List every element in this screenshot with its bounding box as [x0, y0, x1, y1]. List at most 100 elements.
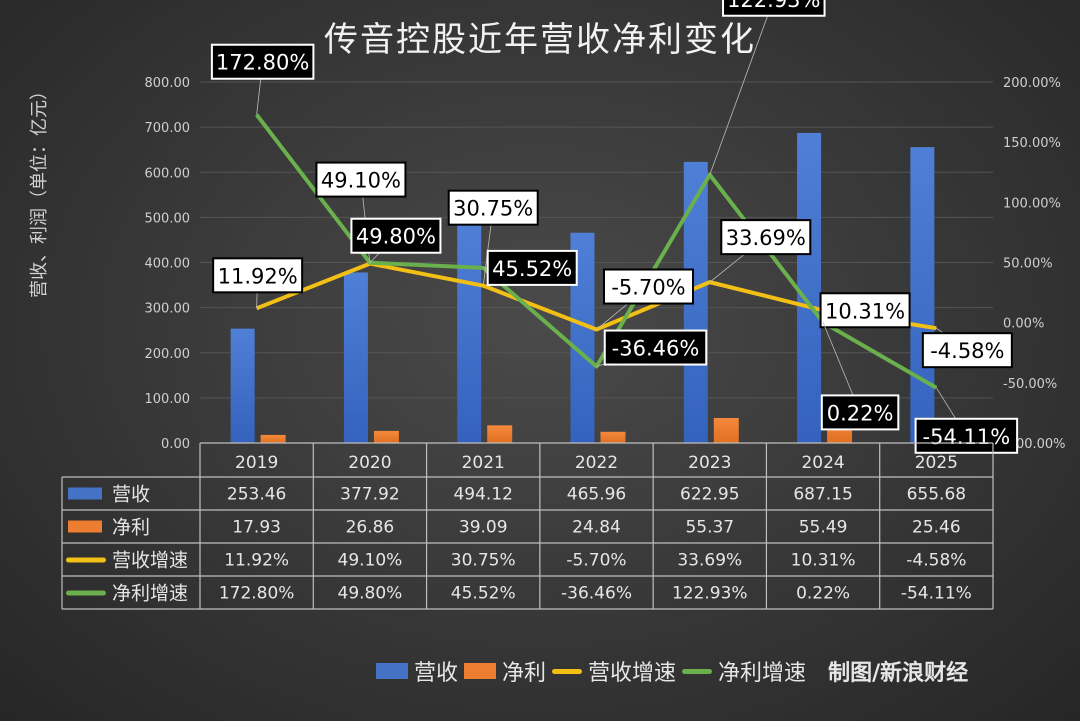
table-row-label: 营收	[112, 484, 150, 506]
data-label-profit-growth: -54.11%	[923, 425, 1011, 449]
legend-label-revenue: 营收	[414, 661, 459, 686]
y-tick-label: 800.00	[145, 76, 191, 91]
table-cell: 122.93%	[672, 584, 748, 604]
y2-tick-label: 200.00%	[1003, 76, 1061, 91]
data-label-revenue-growth: 49.10%	[321, 169, 401, 193]
data-label-revenue-growth: 30.75%	[453, 197, 533, 221]
credit: 制图/新浪财经	[828, 661, 969, 686]
table-cell: 172.80%	[219, 584, 295, 604]
table-cell: 622.95	[680, 485, 739, 505]
table-legend-key	[66, 557, 106, 563]
table-legend-key	[68, 487, 102, 500]
table-header-2022: 2022	[575, 453, 618, 473]
bar-profit-2020	[373, 430, 399, 443]
table-cell: -5.70%	[566, 551, 626, 571]
bar-profit-2023	[713, 418, 739, 443]
data-label-box	[315, 161, 407, 198]
table-cell: 655.68	[907, 485, 966, 505]
data-label-box	[210, 43, 315, 80]
data-label-box	[820, 394, 900, 431]
table-header-2023: 2023	[688, 453, 731, 473]
y-tick-label: 300.00	[145, 302, 191, 317]
legend-swatch-revenue-growth	[552, 668, 583, 674]
table-cell: -36.46%	[561, 584, 632, 604]
legend-label-profit-growth: 净利增速	[718, 661, 807, 686]
table-cell: -54.11%	[901, 584, 972, 604]
y-tick-label: 600.00	[145, 166, 191, 181]
y2-tick-label: 150.00%	[1003, 136, 1061, 151]
y2-tick-label: -50.00%	[1003, 377, 1057, 392]
y-tick-label: 700.00	[145, 121, 191, 136]
bar-revenue-2021	[457, 220, 482, 443]
table-cell: 377.92	[340, 485, 399, 505]
data-label-box	[819, 292, 911, 329]
data-label-profit-growth: -36.46%	[612, 337, 700, 361]
table-cell: 494.12	[453, 485, 512, 505]
table-cell: 26.86	[346, 518, 395, 538]
data-label-box	[486, 249, 578, 286]
table-legend-key	[66, 590, 106, 596]
data-label-box	[720, 219, 812, 256]
table-header-2020: 2020	[348, 453, 391, 473]
y-tick-label: 0.00	[161, 437, 190, 452]
label-leader	[709, 0, 774, 175]
bar-revenue-2019	[230, 328, 255, 443]
data-label-profit-growth: 172.80%	[216, 51, 309, 75]
table-cell: 11.92%	[224, 551, 289, 571]
table-row-label: 净利增速	[112, 583, 188, 605]
table-cell: 0.22%	[796, 584, 850, 604]
table-cell: 465.96	[567, 485, 626, 505]
y-tick-label: 200.00	[145, 347, 191, 362]
data-label-revenue-growth: 33.69%	[726, 226, 806, 250]
y2-tick-label: 100.00%	[1003, 196, 1061, 211]
legend-swatch-profit	[464, 663, 497, 679]
data-label-revenue-growth: 11.92%	[218, 264, 298, 288]
table-cell: 24.84	[572, 518, 621, 538]
table-cell: 33.69%	[677, 551, 742, 571]
table-cell: 55.37	[685, 518, 734, 538]
data-label-revenue-growth: -4.58%	[930, 339, 1004, 363]
bar-revenue-2024	[797, 132, 822, 443]
y2-tick-label: -100.00%	[1003, 437, 1066, 452]
y-tick-label: 500.00	[145, 211, 191, 226]
table-header-2025: 2025	[915, 453, 958, 473]
table-header-2021: 2021	[462, 453, 505, 473]
table-cell: 55.49	[799, 518, 848, 538]
bar-revenue-2025	[910, 147, 935, 444]
legend-label-profit: 净利	[502, 661, 547, 686]
data-label-revenue-growth: -5.70%	[611, 276, 685, 300]
table-cell: 39.09	[459, 518, 508, 538]
bar-profit-2021	[487, 425, 513, 443]
data-label-box	[914, 417, 1019, 454]
table-row-label: 净利	[112, 517, 150, 539]
table-header-2024: 2024	[801, 453, 844, 473]
bar-revenue-2020	[343, 272, 368, 443]
table-cell: 687.15	[793, 485, 852, 505]
table-cell: 25.46	[912, 518, 961, 538]
data-label-box	[212, 257, 304, 294]
data-label-profit-growth: 122.93%	[727, 0, 820, 12]
table-cell: 17.93	[232, 518, 281, 538]
chart-title: 传音控股近年营收净利变化	[324, 20, 756, 60]
data-label-profit-growth: 45.52%	[492, 257, 572, 281]
data-label-box	[921, 332, 1013, 369]
table-cell: 45.52%	[451, 584, 516, 604]
table-cell: 253.46	[227, 485, 286, 505]
table-legend-key	[68, 520, 102, 533]
table-cell: 30.75%	[451, 551, 516, 571]
y-tick-label: 100.00	[145, 392, 191, 407]
legend-label-revenue-growth: 营收增速	[588, 661, 677, 686]
table-cell: 49.10%	[338, 551, 403, 571]
y-tick-label: 400.00	[145, 257, 191, 272]
data-label-revenue-growth: 10.31%	[825, 299, 905, 323]
table-cell: 10.31%	[791, 551, 856, 571]
data-label-box	[447, 189, 539, 226]
table-cell: 49.80%	[338, 584, 403, 604]
y2-tick-label: 50.00%	[1003, 257, 1053, 272]
bar-profit-2019	[260, 434, 286, 443]
data-label-box	[722, 0, 826, 17]
y2-tick-label: 0.00%	[1003, 317, 1044, 332]
data-label-box	[603, 268, 694, 305]
bar-profit-2022	[600, 431, 626, 443]
